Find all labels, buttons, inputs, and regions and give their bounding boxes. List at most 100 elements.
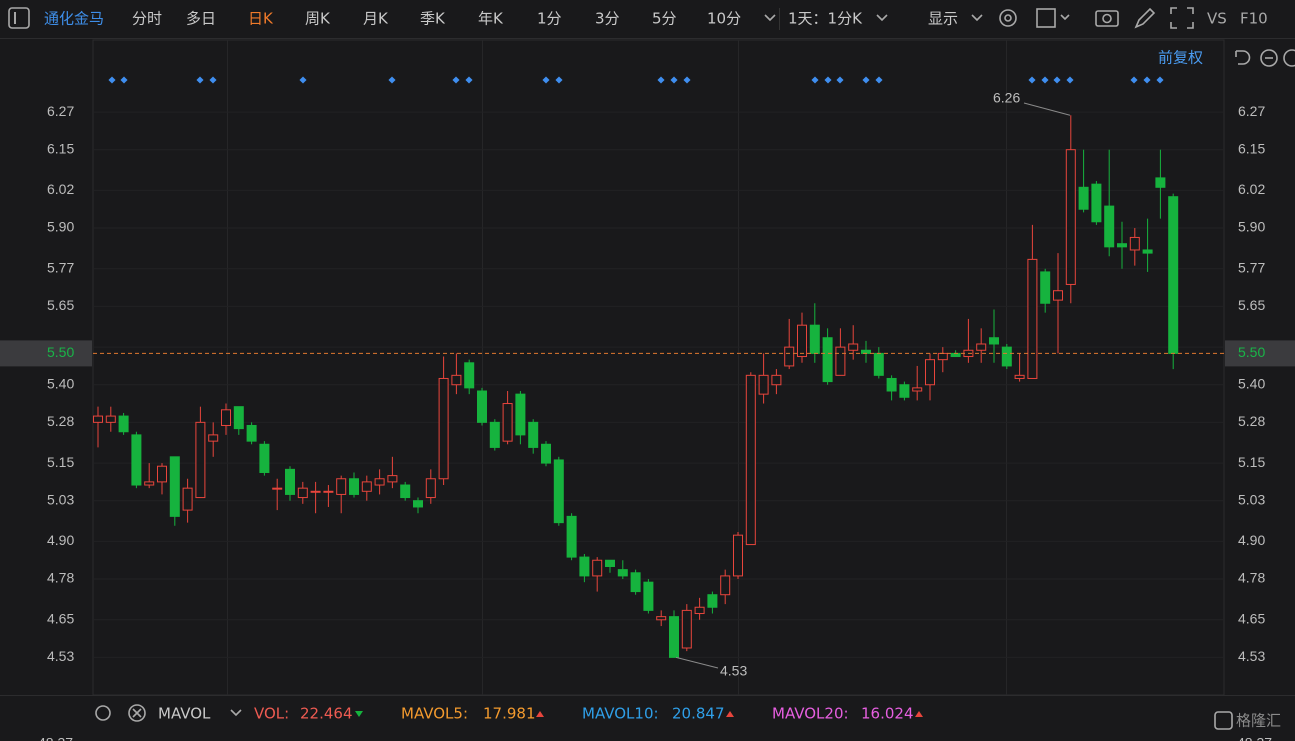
y-tick-label-left: 6.02	[47, 181, 74, 197]
period-tab[interactable]: 10分	[707, 10, 741, 28]
event-marker[interactable]	[542, 76, 550, 84]
period-tab[interactable]: 周K	[305, 10, 331, 28]
candle-body	[784, 346, 795, 367]
candle-body	[285, 468, 295, 495]
candle-body	[771, 374, 782, 386]
period-tab[interactable]: 分时	[132, 10, 162, 28]
more-periods-chevron[interactable]	[764, 14, 776, 22]
high-pointer	[1023, 102, 1071, 116]
indicator-name[interactable]: MAVOL	[158, 705, 211, 723]
y-tick-label-left: 4.78	[47, 570, 74, 586]
event-marker[interactable]	[555, 76, 563, 84]
candle-body	[182, 487, 193, 511]
event-marker[interactable]	[824, 76, 832, 84]
compare-icon[interactable]	[1036, 8, 1056, 28]
candle-body	[361, 481, 372, 492]
y-tick-label-right: 5.28	[1238, 413, 1265, 429]
compare-chevron[interactable]	[1060, 14, 1070, 21]
y-tick-label-right: 6.02	[1238, 181, 1265, 197]
event-marker[interactable]	[209, 76, 217, 84]
period-tab[interactable]: 多日	[186, 10, 216, 28]
event-marker[interactable]	[452, 76, 460, 84]
y-tick-label-left: 6.27	[47, 103, 74, 119]
event-marker[interactable]	[875, 76, 883, 84]
event-marker[interactable]	[862, 76, 870, 84]
candle-body	[502, 403, 513, 442]
candle-body	[400, 484, 411, 499]
adjust-mode[interactable]: 前复权	[1158, 49, 1203, 67]
indicator-settings[interactable]	[95, 705, 111, 721]
event-marker[interactable]	[196, 76, 204, 84]
period-tab[interactable]: 季K	[420, 10, 446, 28]
settings-icon-core	[1004, 14, 1012, 22]
event-marker[interactable]	[465, 76, 473, 84]
period-tab[interactable]: 5分	[652, 10, 677, 28]
candle-body	[797, 324, 807, 358]
event-marker[interactable]	[683, 76, 691, 84]
fullscreen-icon[interactable]	[1170, 7, 1194, 29]
f10-button[interactable]: F10	[1240, 10, 1268, 28]
candle-body	[758, 374, 769, 395]
indicator-value: 17.981	[483, 705, 536, 723]
event-marker[interactable]	[120, 76, 128, 84]
y-tick-label-right: 5.65	[1238, 297, 1265, 313]
display-menu[interactable]: 显示	[928, 10, 958, 28]
candle-body	[336, 478, 347, 495]
candle-body	[809, 324, 820, 354]
period-tab[interactable]: 日K	[248, 10, 274, 28]
candle-body	[310, 490, 321, 493]
period-tab[interactable]: 年K	[478, 10, 504, 28]
candle-body	[1091, 183, 1102, 223]
candle-body	[592, 559, 603, 577]
candle-body	[733, 534, 743, 577]
candle-body	[118, 415, 129, 433]
event-marker[interactable]	[388, 76, 396, 84]
y-tick-label-left: 5.40	[47, 375, 74, 391]
candle-body	[425, 478, 436, 499]
minute-select[interactable]: 1天：1分K	[788, 10, 863, 28]
indicator-trend	[536, 711, 544, 717]
y-tick-label-right: 4.53	[1238, 648, 1265, 664]
candle-body	[899, 384, 910, 398]
zoom-out-icon[interactable]	[1260, 49, 1278, 67]
minute-select-chevron[interactable]	[876, 14, 888, 22]
y-tick-label-left: 5.77	[47, 259, 74, 275]
indicator-label: MAVOL10:	[582, 705, 659, 723]
event-marker[interactable]	[299, 76, 307, 84]
event-marker[interactable]	[836, 76, 844, 84]
candle-body	[169, 456, 180, 517]
period-tab[interactable]: 3分	[595, 10, 620, 28]
event-marker[interactable]	[811, 76, 819, 84]
candle-body	[413, 500, 423, 508]
period-tab[interactable]: 月K	[363, 10, 389, 28]
draw-icon[interactable]	[1134, 7, 1156, 29]
candle-body	[438, 377, 449, 480]
settings-icon[interactable]	[999, 9, 1017, 27]
y-tick-label-left: 5.28	[47, 413, 74, 429]
period-tab[interactable]: 1分	[537, 10, 562, 28]
candle-body	[989, 337, 999, 345]
stock-name[interactable]: 通化金马	[44, 10, 104, 28]
display-chevron[interactable]	[971, 14, 983, 22]
zoom-in-icon[interactable]	[1283, 49, 1295, 67]
candle-body	[451, 374, 462, 386]
candle-body	[477, 390, 487, 423]
y-tick-label-left: 4.90	[47, 532, 74, 548]
candle-body	[643, 581, 654, 611]
y-tick-label-right: 6.27	[1238, 103, 1265, 119]
candle-body	[1014, 374, 1025, 379]
sidebar-toggle[interactable]	[8, 7, 30, 29]
indicator-close[interactable]	[128, 704, 146, 722]
candle-body	[886, 377, 897, 392]
event-marker[interactable]	[108, 76, 116, 84]
candle-body	[694, 606, 705, 615]
vs-button[interactable]: VS	[1207, 10, 1227, 28]
indicator-trend	[726, 711, 734, 717]
indicator-chevron[interactable]	[230, 709, 242, 717]
event-marker[interactable]	[657, 76, 665, 84]
candle-body	[681, 609, 692, 649]
screenshot-icon[interactable]	[1095, 10, 1119, 27]
event-marker[interactable]	[670, 76, 678, 84]
undo-icon[interactable]	[1235, 50, 1251, 65]
